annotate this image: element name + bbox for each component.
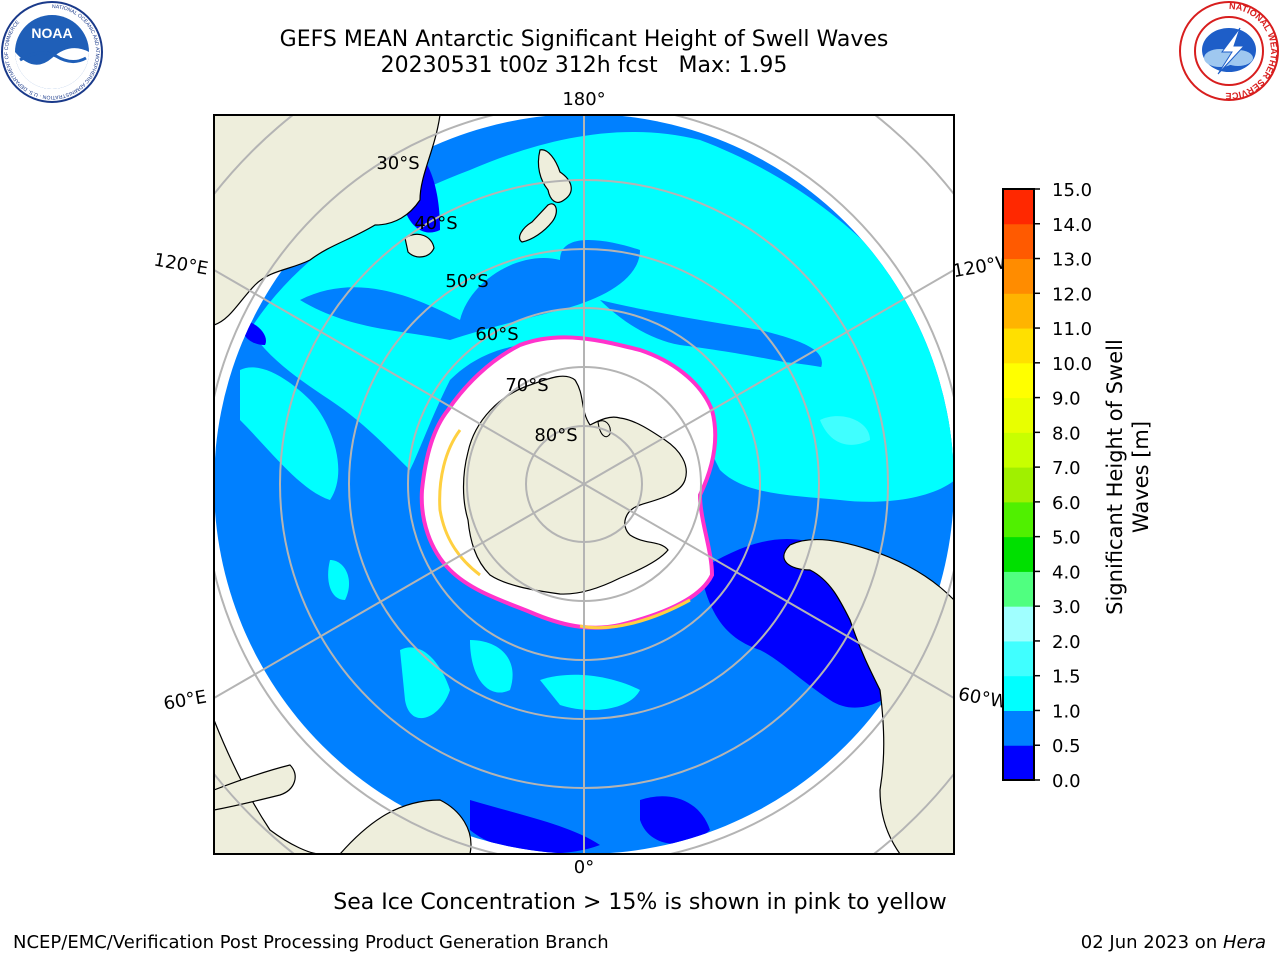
lon-label-180: 180°	[562, 89, 605, 110]
colorbar-segment	[1003, 640, 1034, 677]
noaa-logo-text: NOAA	[31, 25, 72, 41]
colorbar-tick-label: 10.0	[1052, 354, 1092, 375]
chart-subtitle: 20230531 t00z 312h fcst Max: 1.95	[380, 53, 788, 78]
lat-label-50s: 50°S	[445, 271, 488, 292]
chart-title: GEFS MEAN Antarctic Significant Height o…	[279, 27, 889, 52]
footer-producer: NCEP/EMC/Verification Post Processing Pr…	[13, 932, 609, 953]
colorbar-tick-label: 12.0	[1052, 284, 1092, 305]
lat-label-80s: 80°S	[534, 425, 577, 446]
map-area	[214, 115, 954, 854]
map-frame	[213, 114, 955, 855]
colorbar-label: Significant Height of Swell Waves [m]	[1103, 339, 1153, 615]
colorbar-tick-label: 0.0	[1052, 771, 1081, 792]
footer-date: 02 Jun 2023 on Hera	[1081, 932, 1266, 953]
colorbar-ticks: 0.0 0.5 1.0 1.5 2.0 3.0 4.0 5.0 6.0 7.0 8.0 9.0 10.0…	[1034, 180, 1092, 792]
graticule	[214, 115, 954, 854]
colorbar-tick-label: 13.0	[1052, 250, 1092, 271]
chart-title-block: GEFS MEAN Antarctic Significant Height o…	[184, 27, 984, 79]
colorbar-tick-label: 11.0	[1052, 319, 1092, 340]
lat-label-40s: 40°S	[414, 213, 457, 234]
colorbar-tick-label: 1.5	[1052, 667, 1081, 688]
sea-ice-note: Sea Ice Concentration > 15% is shown in …	[333, 890, 947, 915]
colorbar-tick-label: 2.0	[1052, 632, 1081, 653]
colorbar-segment	[1003, 675, 1034, 711]
colorbar-tick-label: 6.0	[1052, 493, 1081, 514]
nws-logo-icon: NATIONAL WEATHER SERVICE	[1179, 1, 1279, 101]
footer-date-text: 02 Jun 2023 on	[1080, 932, 1223, 953]
colorbar-segment	[1003, 328, 1034, 364]
lon-label-60e: 60°E	[162, 686, 208, 714]
colorbar-tick-label: 14.0	[1052, 215, 1092, 236]
colorbar-tick-label: 4.0	[1052, 562, 1081, 583]
footer-host: Hera	[1222, 932, 1266, 953]
colorbar-segment	[1003, 397, 1034, 433]
colorbar-tick-label: 5.0	[1052, 528, 1081, 549]
colorbar-segment	[1003, 432, 1034, 468]
lon-label-0: 0°	[574, 857, 594, 878]
colorbar-tick-label: 3.0	[1052, 597, 1081, 618]
lon-label-120e: 120°E	[152, 249, 210, 279]
colorbar-tick-label: 1.0	[1052, 701, 1081, 722]
colorbar-segment	[1003, 606, 1034, 642]
colorbar-segment	[1003, 536, 1034, 572]
colorbar-segment	[1003, 745, 1034, 781]
colorbar-tick-label: 9.0	[1052, 389, 1081, 410]
colorbar-segment	[1003, 258, 1034, 294]
noaa-logo-icon: NOAA NATIONAL OCEANIC AND ATMOSPHERIC AD…	[1, 1, 103, 103]
colorbar-tick-label: 0.5	[1052, 736, 1081, 757]
colorbar-segment	[1003, 501, 1034, 538]
colorbar	[1003, 189, 1034, 781]
colorbar-segment	[1003, 571, 1034, 607]
land-masses	[214, 115, 954, 854]
colorbar-tick-label: 7.0	[1052, 458, 1081, 479]
colorbar-segment	[1003, 362, 1034, 399]
colorbar-frame	[1002, 188, 1035, 781]
colorbar-segment	[1003, 189, 1034, 225]
colorbar-segment	[1003, 223, 1034, 260]
colorbar-tick-label: 8.0	[1052, 423, 1081, 444]
antarctica	[462, 375, 687, 595]
lat-label-60s: 60°S	[475, 324, 518, 345]
colorbar-segment	[1003, 710, 1034, 746]
colorbar-segment	[1003, 293, 1034, 329]
lat-label-70s: 70°S	[505, 375, 548, 396]
colorbar-segment	[1003, 467, 1034, 503]
lon-label-60w: 60°W	[957, 684, 1010, 713]
lat-label-30s: 30°S	[376, 153, 419, 174]
colorbar-tick-label: 15.0	[1052, 180, 1092, 201]
